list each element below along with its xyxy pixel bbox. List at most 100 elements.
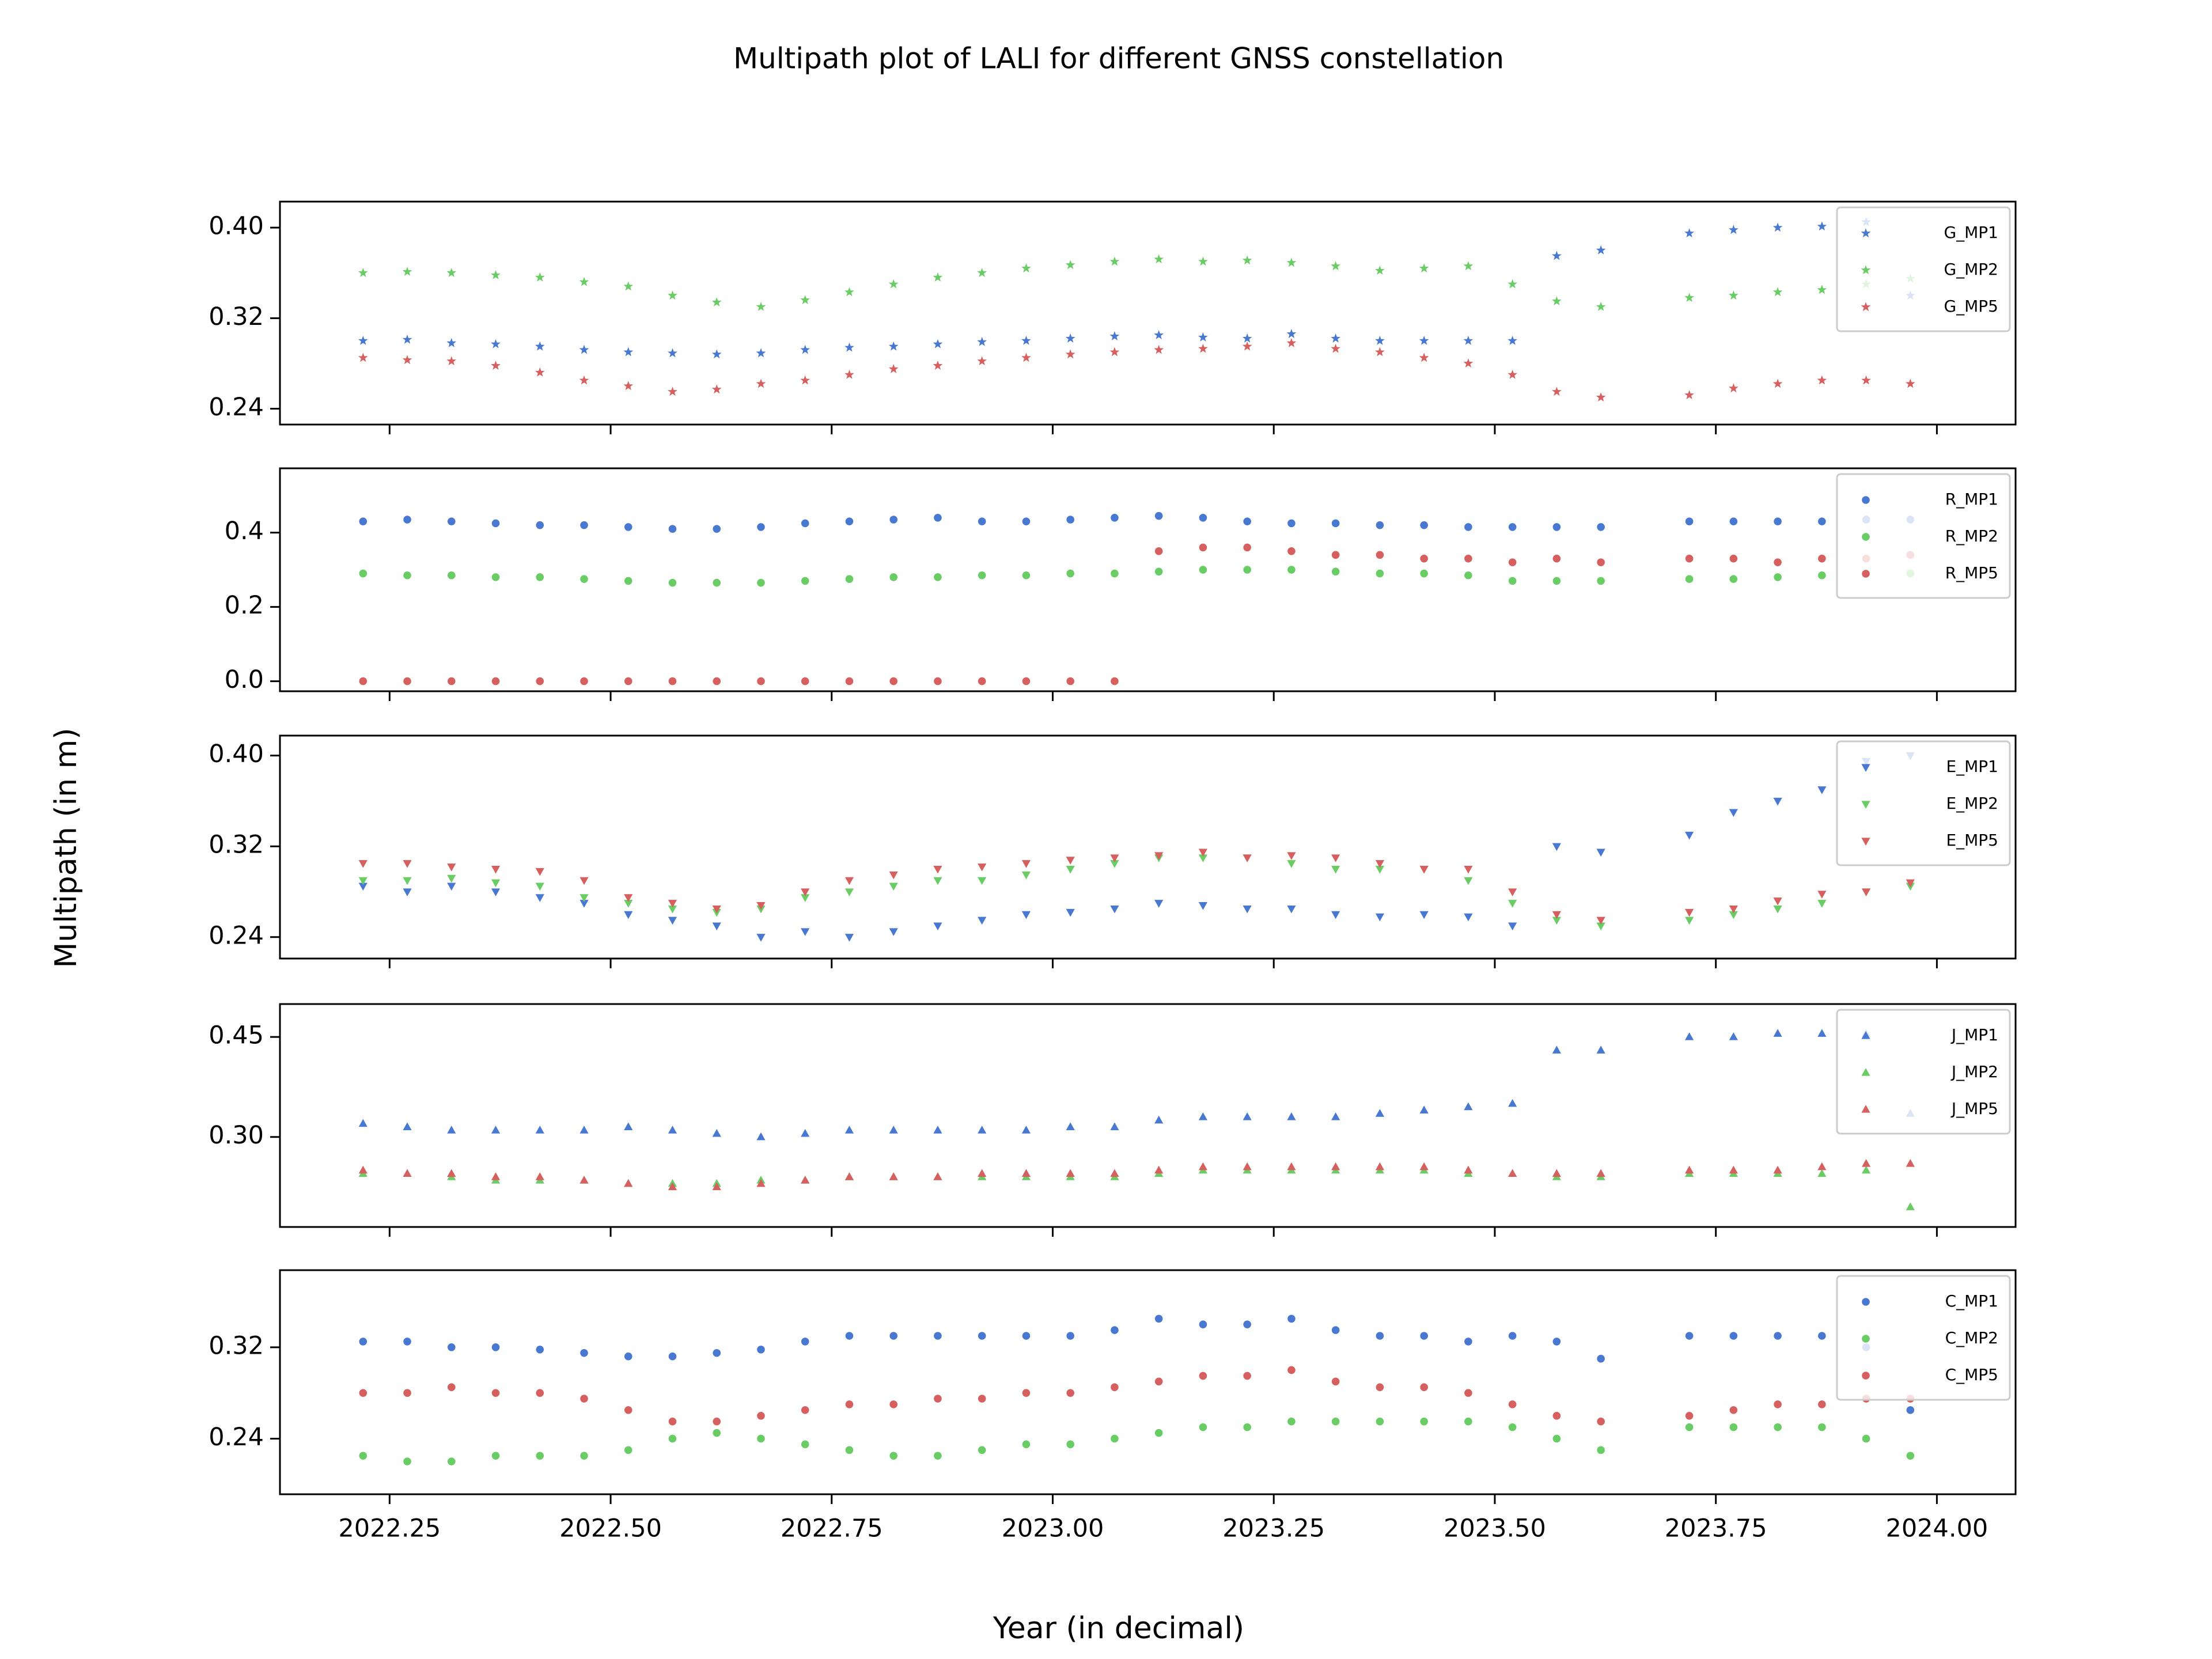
y-tick-label: 0.32 bbox=[209, 1331, 264, 1360]
data-point bbox=[1022, 517, 1031, 526]
data-point bbox=[757, 677, 765, 685]
x-tick-label: 2022.50 bbox=[559, 1514, 662, 1543]
data-point bbox=[1464, 913, 1473, 922]
data-point bbox=[1774, 1332, 1782, 1340]
data-point bbox=[801, 1406, 809, 1414]
data-point bbox=[491, 1126, 501, 1134]
data-point bbox=[1464, 554, 1472, 563]
data-point bbox=[711, 384, 722, 394]
data-point bbox=[1022, 1440, 1031, 1449]
data-point bbox=[535, 272, 545, 282]
data-point bbox=[491, 866, 501, 874]
data-point bbox=[1773, 897, 1782, 906]
data-point bbox=[1685, 1411, 1694, 1420]
data-point bbox=[1331, 1377, 1340, 1386]
data-point bbox=[1021, 871, 1031, 880]
data-point bbox=[359, 517, 368, 526]
data-point bbox=[1286, 257, 1297, 267]
data-point bbox=[889, 1400, 898, 1408]
data-point bbox=[1375, 860, 1385, 868]
data-point bbox=[844, 287, 854, 297]
axes-frame bbox=[279, 200, 2017, 426]
data-point bbox=[668, 1182, 677, 1191]
y-tick-label: 0.0 bbox=[225, 665, 264, 694]
data-point bbox=[1066, 1389, 1074, 1397]
data-point bbox=[933, 866, 942, 874]
data-point bbox=[1818, 571, 1826, 579]
data-point bbox=[844, 342, 854, 352]
data-point bbox=[1597, 1354, 1605, 1363]
data-point bbox=[1817, 285, 1827, 294]
data-point bbox=[888, 341, 899, 351]
legend-label: G_MP5 bbox=[1944, 297, 1998, 316]
data-point bbox=[1066, 1122, 1075, 1130]
data-point bbox=[1376, 551, 1384, 559]
data-point bbox=[1906, 1159, 1915, 1167]
data-point bbox=[1685, 1332, 1694, 1340]
data-point bbox=[358, 1165, 368, 1174]
data-point bbox=[1552, 1169, 1561, 1177]
data-point bbox=[1729, 225, 1738, 234]
data-point bbox=[1818, 517, 1826, 526]
data-point bbox=[1154, 900, 1164, 908]
data-point bbox=[403, 1122, 412, 1130]
data-point bbox=[447, 863, 456, 872]
data-point bbox=[358, 882, 368, 891]
axes-frame bbox=[279, 467, 2017, 692]
data-point bbox=[1818, 1400, 1826, 1408]
data-point bbox=[1464, 571, 1472, 579]
data-point bbox=[978, 1332, 986, 1340]
data-point bbox=[1021, 335, 1031, 345]
data-point bbox=[1066, 857, 1075, 865]
data-point bbox=[668, 1434, 677, 1443]
data-point bbox=[1331, 911, 1340, 919]
y-tick-label: 0.40 bbox=[209, 740, 264, 768]
data-point bbox=[1066, 677, 1074, 685]
data-point bbox=[1154, 547, 1163, 555]
data-point bbox=[535, 882, 544, 891]
data-point bbox=[801, 894, 810, 902]
data-point bbox=[1772, 378, 1783, 388]
data-point bbox=[844, 877, 854, 885]
figure-title: Multipath plot of LALI for different GNS… bbox=[733, 42, 1504, 75]
data-point bbox=[668, 578, 677, 587]
data-point bbox=[934, 573, 942, 581]
data-point bbox=[1464, 1417, 1472, 1426]
data-point bbox=[1684, 390, 1694, 399]
data-point bbox=[1154, 330, 1164, 339]
data-point bbox=[491, 888, 501, 896]
data-point bbox=[1508, 577, 1517, 585]
data-point bbox=[579, 877, 589, 885]
data-point bbox=[536, 1389, 544, 1397]
data-point bbox=[978, 916, 987, 925]
data-point bbox=[1287, 905, 1296, 914]
y-tick-label: 0.32 bbox=[209, 302, 264, 331]
data-point bbox=[1862, 1159, 1871, 1167]
legend-label: R_MP5 bbox=[1945, 563, 1998, 582]
data-point bbox=[403, 1338, 411, 1346]
y-axis-label: Multipath (in m) bbox=[49, 728, 84, 968]
data-point bbox=[358, 1119, 368, 1127]
data-point bbox=[1065, 260, 1075, 270]
data-point bbox=[1110, 1169, 1119, 1177]
data-point bbox=[1022, 1332, 1031, 1340]
data-point bbox=[934, 677, 942, 685]
data-point bbox=[889, 928, 898, 936]
data-point bbox=[1111, 1434, 1119, 1443]
data-point bbox=[1243, 1162, 1252, 1171]
data-point bbox=[1065, 349, 1075, 359]
legend-marker bbox=[1862, 1298, 1870, 1306]
data-point bbox=[711, 297, 722, 306]
data-point bbox=[580, 1349, 588, 1357]
data-point bbox=[446, 268, 457, 277]
data-point bbox=[1375, 347, 1385, 357]
data-point bbox=[1111, 1326, 1119, 1334]
data-point bbox=[358, 268, 368, 277]
data-point bbox=[624, 577, 632, 585]
y-tick-label: 0.24 bbox=[209, 921, 264, 950]
data-point bbox=[491, 1343, 500, 1351]
data-point bbox=[1287, 1162, 1296, 1171]
data-point bbox=[1729, 1332, 1738, 1340]
data-point bbox=[623, 347, 634, 357]
data-point bbox=[623, 381, 634, 391]
